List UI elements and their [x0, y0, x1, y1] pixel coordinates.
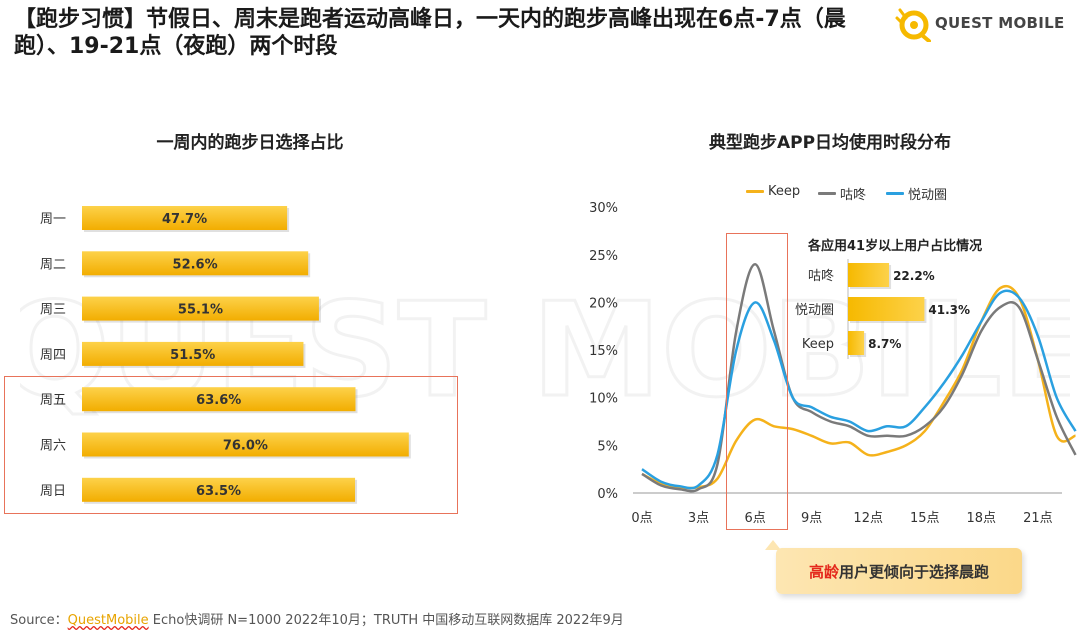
y-tick-label: 5% [597, 439, 618, 454]
legend-yuedong-swatch [886, 192, 904, 195]
y-tick-label: 10% [589, 392, 618, 407]
legend-keep-label: Keep [768, 184, 801, 199]
weekday-category-label: 周五 [40, 393, 66, 408]
y-tick-label: 30% [589, 201, 618, 216]
source-footer: Source：QuestMobile Echo快调研 N=1000 2022年1… [10, 609, 624, 628]
weekday-category-label: 周二 [40, 257, 66, 272]
morning-highlight-box [726, 233, 788, 530]
legend-keep: Keep [746, 184, 800, 199]
x-tick-label: 3点 [688, 511, 709, 526]
x-tick-label: 0点 [631, 511, 652, 526]
weekday-bar [82, 206, 288, 230]
logo-text: QUEST MOBILE [935, 14, 1065, 32]
x-tick-label: 18点 [967, 511, 997, 526]
weekday-bar-value-label: 51.5% [170, 348, 215, 363]
inset-category-label: 悦动圈 [795, 303, 834, 318]
weekday-bar-value-label: 47.7% [162, 212, 207, 227]
callout-accent: 高龄 [808, 562, 839, 581]
inset-chart-title: 各应用41岁以上用户占比情况 [808, 239, 983, 254]
y-tick-label: 0% [597, 487, 618, 502]
insight-callout: 高龄 用户更倾向于选择晨跑 [776, 548, 1022, 594]
inset-bar [848, 331, 865, 355]
weekday-bar-value-label: 52.6% [173, 257, 218, 272]
x-tick-label: 21点 [1023, 511, 1053, 526]
weekday-chart-title: 一周内的跑步日选择占比 [156, 133, 344, 153]
weekday-category-label: 周六 [40, 439, 66, 454]
inset-bar [848, 297, 925, 321]
inset-bar-value-label: 8.7% [868, 337, 901, 351]
inset-category-label: 咕咚 [808, 268, 834, 284]
weekday-category-label: 周三 [40, 303, 66, 318]
quest-mobile-logo: QUEST MOBILE [893, 4, 1073, 44]
inset-bar [848, 263, 890, 287]
weekday-category-label: 周四 [40, 348, 66, 363]
yuedong-series-line [641, 289, 1077, 490]
callout-text: 用户更倾向于选择晨跑 [839, 562, 990, 581]
weekday-bar [82, 251, 309, 276]
weekday-category-label: 周日 [40, 484, 66, 499]
weekday-bar-value-label: 55.1% [178, 303, 223, 318]
weekday-bar [82, 341, 304, 366]
x-tick-label: 6点 [744, 511, 765, 526]
time-distribution-chart-title: 典型跑步APP日均使用时段分布 [708, 133, 952, 153]
inset-category-label: Keep [802, 337, 834, 352]
legend-gudong: 咕咚 [818, 184, 866, 203]
footer-text: Echo快调研 N=1000 2022年10月；TRUTH 中国移动互联网数据库… [148, 613, 624, 628]
keep-series-line [641, 284, 1076, 490]
legend-yuedong-label: 悦动圈 [908, 188, 948, 203]
gudong-series-line [641, 263, 1077, 493]
weekday-category-label: 周一 [40, 212, 66, 227]
legend-yuedong: 悦动圈 [886, 184, 947, 203]
weekday-bar [82, 387, 356, 412]
legend-gudong-label: 咕咚 [840, 188, 867, 203]
inset-bar-value-label: 41.3% [928, 303, 970, 317]
footer-brand: QuestMobile [67, 613, 149, 628]
x-tick-label: 15点 [910, 511, 940, 526]
x-tick-label: 9点 [801, 511, 822, 526]
logo-icon [895, 8, 931, 42]
callout-pointer [765, 540, 781, 550]
y-tick-label: 20% [589, 296, 618, 311]
x-tick-label: 12点 [853, 511, 883, 526]
page-title: 【跑步习惯】节假日、周末是跑者运动高峰日，一天内的跑步高峰出现在6点-7点（晨跑… [14, 7, 846, 59]
weekday-bar [82, 477, 356, 502]
legend-gudong-swatch [818, 192, 836, 195]
weekday-bar-value-label: 63.6% [196, 393, 241, 408]
y-tick-label: 15% [589, 344, 618, 359]
legend-keep-swatch [746, 190, 764, 193]
weekday-bar [82, 432, 409, 457]
weekend-highlight-box [4, 376, 458, 514]
weekday-bar [82, 296, 319, 321]
footer-prefix: Source： [10, 613, 68, 628]
weekday-bar-value-label: 63.5% [196, 484, 241, 499]
weekday-bar-value-label: 76.0% [223, 439, 268, 454]
inset-bar-value-label: 22.2% [893, 269, 935, 283]
y-tick-label: 25% [589, 249, 618, 264]
